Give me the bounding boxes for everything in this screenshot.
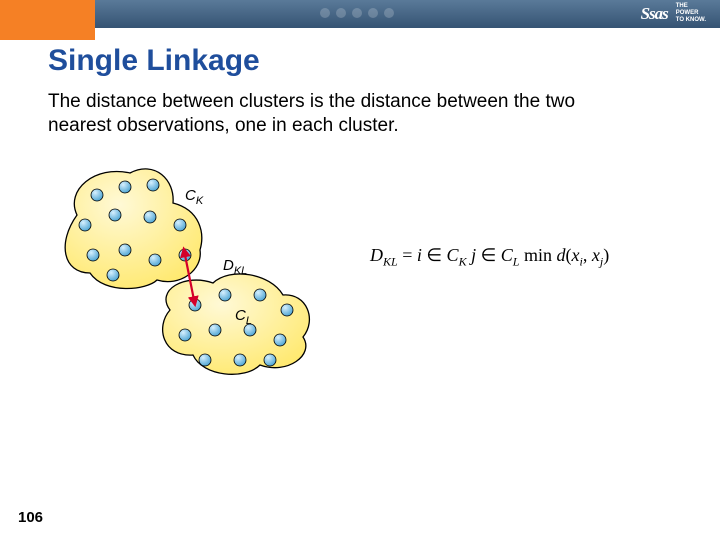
distance-formula: DKL = i ∈ CK j ∈ CL min d(xi, xj) (370, 245, 609, 270)
observation-point (119, 181, 131, 193)
observation-point (199, 354, 211, 366)
observation-point (179, 329, 191, 341)
observation-point (144, 211, 156, 223)
diagram-svg: CKDKLCL (55, 155, 335, 375)
slide-body-text: The distance between clusters is the dis… (48, 90, 608, 138)
observation-point (119, 244, 131, 256)
observation-point (264, 354, 276, 366)
header-bar: Ssas THE POWER TO KNOW. (0, 0, 720, 28)
observation-point (209, 324, 221, 336)
label-dkl: DKL (223, 257, 247, 277)
observation-point (91, 189, 103, 201)
observation-point (87, 249, 99, 261)
logo-area: Ssas THE POWER TO KNOW. (641, 3, 706, 24)
observation-point (281, 304, 293, 316)
observation-point (274, 334, 286, 346)
orange-accent-block (0, 0, 95, 40)
label-ck: CK (185, 187, 204, 207)
slide-title: Single Linkage (48, 44, 260, 78)
observation-point (79, 219, 91, 231)
observation-point (147, 179, 159, 191)
observation-point (254, 289, 266, 301)
observation-point (219, 289, 231, 301)
sas-logo: Ssas (641, 4, 668, 24)
observation-point (234, 354, 246, 366)
cluster-diagram: CKDKLCL (55, 155, 335, 375)
page-number: 106 (18, 509, 43, 526)
header-dots (320, 8, 394, 18)
sas-tagline: THE POWER TO KNOW. (676, 3, 706, 24)
observation-point (174, 219, 186, 231)
observation-point (109, 209, 121, 221)
observation-point (107, 269, 119, 281)
observation-point (149, 254, 161, 266)
